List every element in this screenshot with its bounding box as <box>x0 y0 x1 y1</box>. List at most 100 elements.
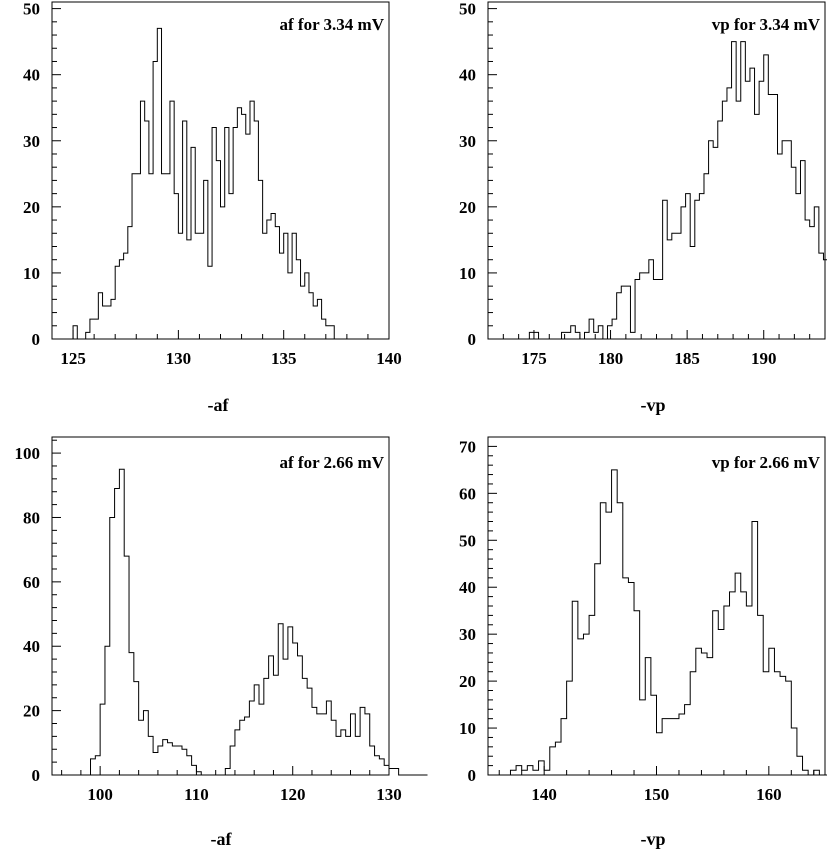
plot-frame <box>487 1 826 340</box>
histogram-bin <box>275 227 279 339</box>
histogram-bin <box>225 769 230 775</box>
histogram-bin <box>273 675 278 775</box>
histogram-bin <box>267 220 271 339</box>
histogram-bin <box>578 639 584 775</box>
histogram-bin <box>612 470 618 775</box>
histogram-bin <box>129 653 134 775</box>
histogram-bin <box>124 556 129 775</box>
histogram-bin <box>293 643 298 775</box>
histogram-bin <box>539 761 545 775</box>
histogram-bin <box>672 233 677 339</box>
histogram-bin <box>119 469 124 775</box>
histogram-bin <box>701 653 707 775</box>
histogram-bin <box>162 174 166 339</box>
histogram-bin <box>317 299 321 339</box>
histogram-bin <box>246 134 250 339</box>
y-tick-label: 40 <box>23 66 40 85</box>
histogram-bin <box>225 128 229 339</box>
histogram-bin <box>667 240 672 339</box>
histogram-bin <box>326 326 330 339</box>
histogram-bin <box>651 695 657 775</box>
histogram-bin <box>269 656 274 775</box>
x-tick-label: 185 <box>674 349 700 368</box>
histogram-bin <box>791 728 797 775</box>
histogram-bin <box>326 701 331 775</box>
histogram-bin <box>312 707 317 775</box>
histogram-bin <box>707 658 713 775</box>
histogram-bin <box>254 685 259 775</box>
histogram-bin <box>713 147 718 339</box>
y-tick-label: 0 <box>32 330 41 349</box>
y-tick-label: 50 <box>23 0 40 19</box>
histogram-bin <box>307 688 312 775</box>
histogram-bin <box>769 648 775 775</box>
histogram-bin <box>555 742 561 775</box>
histogram-bin <box>598 326 603 339</box>
histogram-bin <box>750 68 755 339</box>
histogram-bin <box>182 749 187 775</box>
panel-title: af for 3.34 mV <box>280 15 385 34</box>
histogram-bin <box>704 174 709 339</box>
histogram-bin <box>278 624 283 775</box>
histogram-bin <box>394 769 399 775</box>
histogram-bin <box>585 332 590 339</box>
histogram-bin <box>195 233 199 339</box>
x-tick-label: 100 <box>87 785 113 804</box>
histogram-bin <box>103 306 107 339</box>
histogram-bin <box>317 714 322 775</box>
x-tick-label: 140 <box>376 349 402 368</box>
histogram-bin <box>166 174 170 339</box>
histogram-bin <box>510 770 516 775</box>
histogram-bin <box>595 564 601 775</box>
histogram-bin <box>86 332 90 339</box>
histogram-bin <box>763 672 769 775</box>
histogram-bin <box>305 273 309 339</box>
histogram-bin <box>95 756 100 775</box>
histogram-bin <box>658 280 663 339</box>
histogram-bin <box>735 573 741 775</box>
histogram-outline <box>509 469 827 776</box>
histogram-bin <box>115 489 120 775</box>
histogram-bin <box>695 200 700 339</box>
histogram-bin <box>673 719 679 775</box>
histogram-bin <box>145 121 149 339</box>
histogram-bin <box>384 765 389 775</box>
histogram-bin <box>644 273 649 339</box>
histogram-bin <box>722 101 727 339</box>
panel-vp-3.34mV: 175 180 185 190 0 10 20 30 40 50 vp for 3.34 mV -vp <box>459 0 827 415</box>
y-tick-label: 30 <box>459 132 476 151</box>
panel-title: vp for 3.34 mV <box>712 15 821 34</box>
histogram-bin <box>768 95 773 339</box>
histogram-bin <box>264 678 269 775</box>
histogram-bin <box>676 233 681 339</box>
histogram-bin <box>309 293 313 339</box>
histogram-bin <box>617 293 622 339</box>
histogram-bin <box>759 81 764 339</box>
histogram-bin <box>755 114 760 339</box>
y-tick-label: 20 <box>459 198 476 217</box>
histogram-bin <box>572 601 578 775</box>
histogram-bin <box>183 121 187 339</box>
histogram-bin <box>187 756 192 775</box>
histogram-bin <box>149 174 153 339</box>
histogram-bin <box>288 273 292 339</box>
y-tick-label: 60 <box>23 573 40 592</box>
histogram-bin <box>640 273 645 339</box>
histogram-bin <box>594 332 599 339</box>
histogram-bin <box>379 759 384 775</box>
histogram-bin <box>600 503 606 775</box>
histogram-bin <box>296 260 300 339</box>
histogram-bin <box>782 141 787 339</box>
histogram-bin <box>245 717 250 775</box>
histogram-bin <box>301 286 305 339</box>
histogram-bin <box>663 200 668 339</box>
histogram-bin <box>657 733 663 775</box>
y-tick-label: 0 <box>468 766 477 785</box>
histogram-bin <box>746 606 752 775</box>
histogram-bin <box>168 743 173 775</box>
histogram-bin <box>727 88 732 339</box>
histogram-bin <box>233 128 237 339</box>
histogram-bin <box>346 736 351 775</box>
y-tick-label: 10 <box>23 264 40 283</box>
x-tick-label: 120 <box>280 785 306 804</box>
